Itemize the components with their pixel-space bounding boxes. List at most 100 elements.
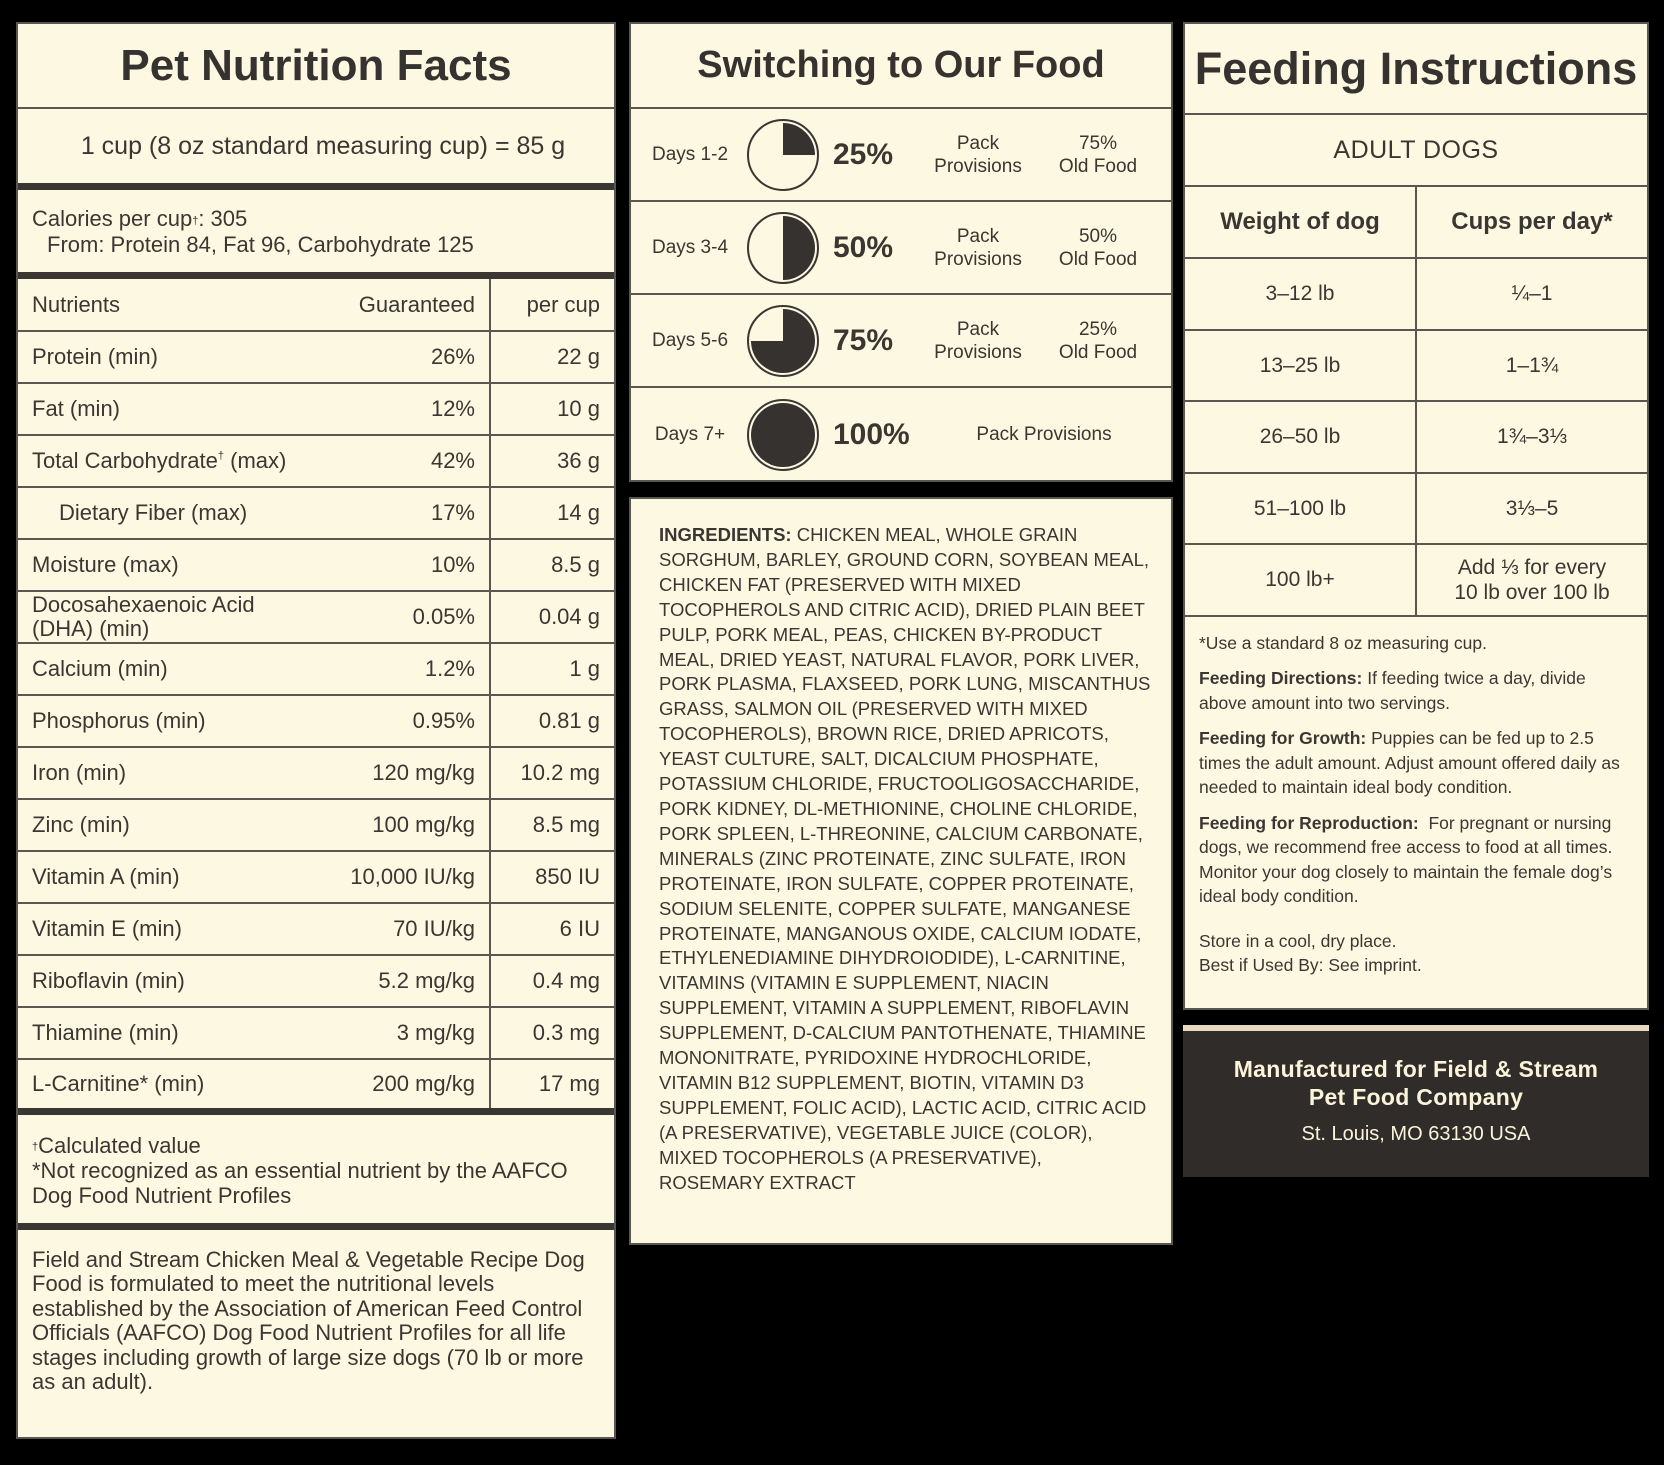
dog-weight: 3–12 lb xyxy=(1185,258,1417,331)
nutrient-guaranteed: 3 mg/kg xyxy=(318,1007,491,1060)
column-header-guaranteed: Guaranteed xyxy=(318,279,491,332)
nutrient-name: Protein (min) xyxy=(18,331,318,384)
table-row: Vitamin A (min) 10,000 IU/kg 850 IU xyxy=(18,851,614,904)
step-percent: 25% xyxy=(833,137,894,171)
pie-75-icon xyxy=(747,304,819,377)
step-percent: 75% xyxy=(833,323,894,357)
nutrition-facts-panel: Pet Nutrition Facts 1 cup (8 oz standard… xyxy=(16,22,616,1439)
table-row: Protein (min) 26% 22 g xyxy=(18,331,614,384)
table-row: 13–25 lb 1–1¾ xyxy=(1185,329,1647,402)
cups-per-day: 3⅓–5 xyxy=(1416,472,1647,545)
nutrient-name: Vitamin A (min) xyxy=(18,851,318,904)
table-row: Dietary Fiber (max) 17% 14 g xyxy=(18,487,614,540)
table-row: 3–12 lb ¼–1 xyxy=(1185,258,1647,331)
step-days: Days 5-6 xyxy=(651,329,729,351)
table-row: 51–100 lb 3⅓–5 xyxy=(1185,472,1647,545)
feeding-growth: Feeding for Growth: Puppies can be fed u… xyxy=(1199,728,1620,797)
aafco-statement: Field and Stream Chicken Meal & Vegetabl… xyxy=(32,1246,585,1394)
nutrient-name: Zinc (min) xyxy=(18,799,318,852)
nutrient-name: Calcium (min) xyxy=(18,643,318,696)
table-header: Weight of dog Cups per day* xyxy=(1185,187,1647,259)
pie-50-icon xyxy=(747,211,819,284)
table-row: Total Carbohydrate† (max) 42% 36 g xyxy=(18,435,614,488)
nutrient-per-cup: 17 mg xyxy=(490,1059,614,1115)
table-row: Vitamin E (min) 70 IU/kg 6 IU xyxy=(18,903,614,956)
column-header-per-cup: per cup xyxy=(490,279,614,332)
dog-weight: 13–25 lb xyxy=(1185,329,1417,402)
nutrient-guaranteed: 5.2 mg/kg xyxy=(318,955,491,1008)
nutrient-guaranteed: 0.05% xyxy=(318,591,491,644)
nutrient-per-cup: 0.81 g xyxy=(490,695,614,748)
cups-per-day: 1¾–3⅓ xyxy=(1416,401,1647,474)
nutrient-guaranteed: 17% xyxy=(318,487,491,540)
table-row: L-Carnitine* (min) 200 mg/kg 17 mg xyxy=(18,1059,614,1115)
step-new-food: Pack Provisions xyxy=(934,132,1022,177)
nutrient-per-cup: 36 g xyxy=(490,435,614,488)
nutrient-per-cup: 1 g xyxy=(490,643,614,696)
nutrient-guaranteed: 12% xyxy=(318,383,491,436)
nutrient-name: Iron (min) xyxy=(18,747,318,800)
nutrient-name: Docosahexaenoic Acid (DHA) (min) xyxy=(18,591,318,644)
nutrient-per-cup: 0.3 mg xyxy=(490,1007,614,1060)
cup-note: *Use a standard 8 oz measuring cup. xyxy=(1199,632,1487,653)
manufacturer-name: Manufactured for Field & Stream Pet Food … xyxy=(1233,1056,1599,1110)
column-header-weight: Weight of dog xyxy=(1185,187,1417,259)
table-row: Fat (min) 12% 10 g xyxy=(18,383,614,436)
nutrient-guaranteed: 120 mg/kg xyxy=(318,747,491,800)
nutrient-name: Phosphorus (min) xyxy=(18,695,318,748)
feeding-directions: Feeding Directions: If feeding twice a d… xyxy=(1199,668,1586,713)
step-days: Days 7+ xyxy=(654,423,726,445)
column-header-nutrients: Nutrients xyxy=(18,279,318,332)
step-new-food: Pack Provisions xyxy=(976,423,1112,445)
nutrient-guaranteed: 100 mg/kg xyxy=(318,799,491,852)
footnotes: †Calculated value *Not recognized as an … xyxy=(18,1115,614,1230)
manufacturer-address: St. Louis, MO 63130 USA xyxy=(1301,1123,1531,1145)
ingredients-label: INGREDIENTS: xyxy=(659,524,792,545)
cups-per-day: 1–1¾ xyxy=(1416,329,1647,402)
nutrient-per-cup: 14 g xyxy=(490,487,614,540)
step-old-food: 75% Old Food xyxy=(1058,132,1138,177)
step-days: Days 1-2 xyxy=(651,143,729,165)
nutrient-name: Thiamine (min) xyxy=(18,1007,318,1060)
switch-step: Days 1-2 25% Pack Provisions 75% Old Food xyxy=(631,109,1171,202)
nutrient-name: Total Carbohydrate† (max) xyxy=(18,435,318,488)
nutrient-per-cup: 10.2 mg xyxy=(490,747,614,800)
feeding-table: Weight of dog Cups per day* 3–12 lb ¼–1 1… xyxy=(1185,187,1647,617)
ingredients-panel: INGREDIENTS: CHICKEN MEAL, WHOLE GRAIN S… xyxy=(629,497,1173,1245)
nutrient-guaranteed: 70 IU/kg xyxy=(318,903,491,956)
step-old-food: 50% Old Food xyxy=(1058,225,1138,270)
storage-note: Store in a cool, dry place. xyxy=(1199,930,1397,951)
table-row: Phosphorus (min) 0.95% 0.81 g xyxy=(18,695,614,748)
nutrient-per-cup: 6 IU xyxy=(490,903,614,956)
footnote-aafco: *Not recognized as an essential nutrient… xyxy=(32,1157,568,1208)
calories-from: From: Protein 84, Fat 96, Carbohydrate 1… xyxy=(47,232,474,257)
nutrient-per-cup: 0.04 g xyxy=(490,591,614,644)
switching-panel: Switching to Our Food Days 1-2 25% Pack P… xyxy=(629,22,1173,482)
feeding-panel: Feeding Instructions ADULT DOGS Weight o… xyxy=(1183,22,1649,1010)
best-by-note: Best if Used By: See imprint. xyxy=(1199,955,1422,975)
feeding-reproduction: Feeding for Reproduction: For pregnant o… xyxy=(1199,812,1622,907)
calories-section: Calories per cup†: 305 From: Protein 84,… xyxy=(18,190,614,279)
pie-100-icon xyxy=(747,398,819,471)
step-percent: 50% xyxy=(833,230,894,264)
table-row: Moisture (max) 10% 8.5 g xyxy=(18,539,614,592)
nutrient-per-cup: 850 IU xyxy=(490,851,614,904)
nutrient-name: Riboflavin (min) xyxy=(18,955,318,1008)
table-row: 100 lb+ Add ⅓ for every 10 lb over 100 lb xyxy=(1185,544,1647,617)
table-row: Iron (min) 120 mg/kg 10.2 mg xyxy=(18,747,614,800)
nutrition-title: Pet Nutrition Facts xyxy=(18,24,614,109)
step-new-food: Pack Provisions xyxy=(934,225,1022,270)
ingredients-text: CHICKEN MEAL, WHOLE GRAIN SORGHUM, BARLE… xyxy=(659,524,1151,1193)
nutrient-guaranteed: 42% xyxy=(318,435,491,488)
step-old-food: 25% Old Food xyxy=(1058,318,1138,363)
nutrient-name: Vitamin E (min) xyxy=(18,903,318,956)
pie-25-icon xyxy=(747,118,819,191)
footnote-calculated: †Calculated value xyxy=(32,1132,201,1158)
switch-step: Days 7+ 100% Pack Provisions xyxy=(631,388,1171,481)
nutrient-guaranteed: 10% xyxy=(318,539,491,592)
table-row: Thiamine (min) 3 mg/kg 0.3 mg xyxy=(18,1007,614,1060)
cups-per-day: Add ⅓ for every 10 lb over 100 lb xyxy=(1416,544,1647,617)
nutrient-guaranteed: 26% xyxy=(318,331,491,384)
cups-per-day: ¼–1 xyxy=(1416,258,1647,331)
nutrient-per-cup: 0.4 mg xyxy=(490,955,614,1008)
